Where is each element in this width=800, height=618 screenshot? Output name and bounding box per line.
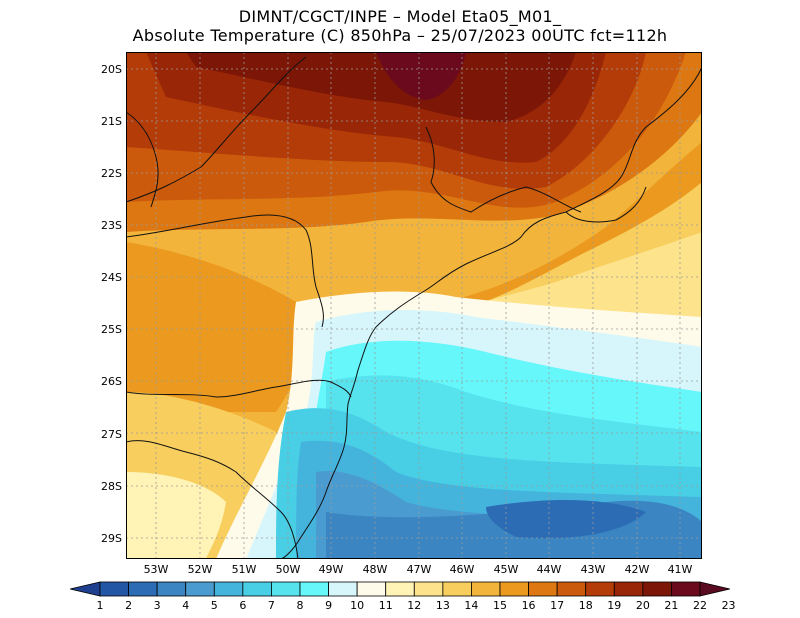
colorbar-swatch: [442, 581, 472, 597]
colorbar-swatch: [613, 581, 644, 597]
coastline: [280, 66, 702, 559]
lon-label: 42W: [624, 563, 650, 576]
lon-label: 43W: [580, 563, 606, 576]
band-23: [376, 52, 466, 100]
colorbar-swatch: [413, 581, 444, 597]
colorbar-swatch: [185, 581, 215, 597]
colorbar-label: 1: [96, 599, 104, 612]
border-pr-sc: [126, 379, 352, 398]
map-frame: [126, 52, 702, 559]
colorbar-label: 3: [153, 599, 161, 612]
lon-label: 49W: [318, 563, 344, 576]
colorbar-swatch: [271, 581, 301, 597]
lon-label: 44W: [536, 563, 562, 576]
colorbar-swatch: [213, 581, 244, 597]
colorbar-label: 15: [493, 599, 507, 612]
colorbar-arrow-right: [699, 581, 730, 597]
lon-label: 51W: [231, 563, 257, 576]
colorbar-swatch: [385, 581, 415, 597]
colorbar-label: 19: [607, 599, 622, 612]
lat-label: 26S: [101, 375, 122, 388]
band-22: [186, 52, 576, 122]
band-14-east: [426, 232, 702, 322]
colorbar-swatch: [242, 581, 272, 597]
lat-label: 28S: [101, 480, 122, 493]
colorbar-swatch: [328, 581, 358, 597]
border-sp-pr: [126, 214, 324, 328]
border-mg-sp: [126, 56, 582, 213]
lon-label: 45W: [493, 563, 519, 576]
lon-label: 53W: [143, 563, 169, 576]
colorbar-label: 17: [550, 599, 565, 612]
colorbar-label: 23: [721, 599, 736, 612]
colorbar-label: 14: [464, 599, 479, 612]
lat-label: 25S: [101, 323, 122, 336]
title-line-2: Absolute Temperature (C) 850hPa – 25/07/…: [132, 26, 668, 45]
lon-label: 47W: [406, 563, 432, 576]
colorbar-swatch: [499, 581, 529, 597]
lat-label: 20S: [101, 63, 122, 76]
colorbar-label: 2: [125, 599, 133, 612]
colorbar-swatch: [556, 581, 587, 597]
lat-label: 24S: [101, 271, 122, 284]
colorbar-label: 10: [350, 599, 365, 612]
lon-label: 50W: [275, 563, 301, 576]
grid: [126, 52, 702, 559]
colorbar-label: 9: [325, 599, 333, 612]
colorbar-swatch: [471, 581, 501, 597]
colorbar-label: 20: [635, 599, 650, 612]
colorbar-label: 7: [267, 599, 275, 612]
colorbar-swatch: [156, 581, 187, 597]
colorbar-label: 21: [664, 599, 679, 612]
colorbar-label: 6: [239, 599, 247, 612]
lat-label: 22S: [101, 167, 122, 180]
colorbar-swatch: [585, 581, 615, 597]
colorbar-swatch: [99, 581, 129, 597]
colorbar-label: 8: [296, 599, 304, 612]
colorbar: [70, 581, 730, 597]
colorbar-label: 12: [407, 599, 422, 612]
title-line-1: DIMNT/CGCT/INPE – Model Eta05_M01_: [238, 7, 562, 26]
border-rj: [565, 186, 647, 223]
colorbar-arrow-left: [70, 581, 101, 597]
band-13-sw: [126, 472, 226, 559]
colorbar-swatch: [128, 581, 158, 597]
colorbar-swatch: [299, 581, 329, 597]
colorbar-swatch: [642, 581, 672, 597]
lat-label: 21S: [101, 115, 122, 128]
colorbar-label: 13: [435, 599, 450, 612]
lat-label: 29S: [101, 532, 122, 545]
colorbar-label: 18: [578, 599, 593, 612]
colorbar-swatch: [528, 581, 558, 597]
band-16-west: [126, 242, 303, 412]
lat-label: 27S: [101, 428, 122, 441]
colorbar-swatch: [671, 581, 701, 597]
lon-label: 52W: [187, 563, 213, 576]
colorbar-swatch: [356, 581, 387, 597]
border-ms: [126, 111, 159, 208]
colorbar-label: 4: [182, 599, 190, 612]
coastline-borders: [126, 56, 702, 559]
colorbar-label: 22: [693, 599, 707, 612]
lon-label: 41W: [667, 563, 693, 576]
colorbar-label: 11: [378, 599, 393, 612]
colorbar-label: 5: [210, 599, 218, 612]
border-sc-rs: [126, 440, 299, 559]
band-4: [486, 500, 646, 539]
lon-label: 46W: [449, 563, 475, 576]
lon-label: 48W: [362, 563, 388, 576]
lat-label: 23S: [101, 219, 122, 232]
colorbar-label: 16: [521, 599, 536, 612]
temperature-map: [126, 52, 702, 559]
